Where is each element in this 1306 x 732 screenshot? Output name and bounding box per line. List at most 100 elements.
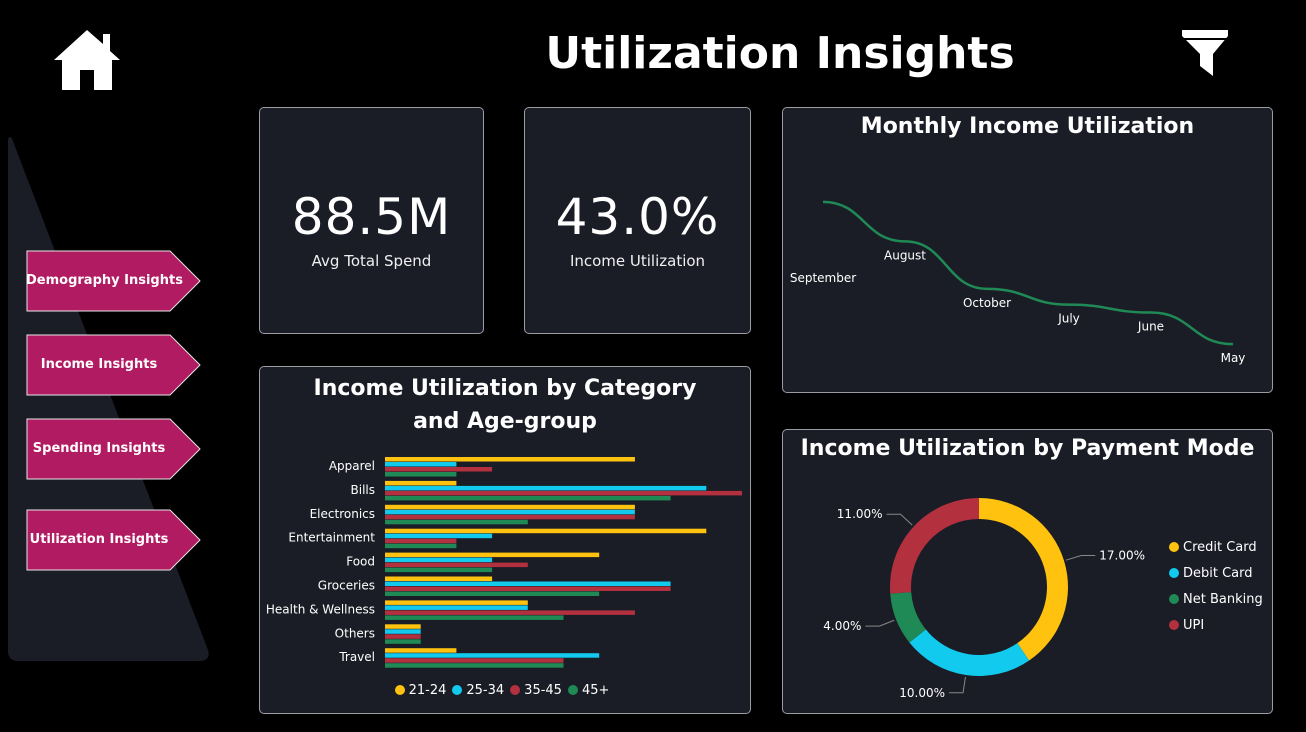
nav-label: Demography Insights [26,273,183,288]
legend-label: 25-34 [466,683,505,698]
bar-legend: 21-24 25-34 35-45 45+ [260,683,750,698]
nav-spending-insights[interactable]: Spending Insights [26,418,202,480]
legend-dot [1169,620,1179,630]
home-icon [54,30,120,90]
legend-item: UPI [1169,618,1269,644]
sidebar-background [8,136,209,662]
nav-arrow-shape [26,334,201,396]
filter-button[interactable] [1180,28,1230,78]
legend-item: 35-45 [510,683,562,698]
kpi-label: Avg Total Spend [311,252,432,270]
nav-demography-insights[interactable]: Demography Insights [26,250,202,312]
legend-label: 35-45 [524,683,562,698]
nav-income-insights[interactable]: Income Insights [26,334,202,396]
bar [385,528,707,534]
legend-item: 45+ [567,683,610,698]
bar [385,634,421,639]
bar [385,586,671,591]
monthly-income-utilization-panel: Monthly Income Utilization September Augu… [782,107,1273,393]
bar [385,538,457,544]
bar [385,653,600,658]
home-button[interactable] [52,28,122,92]
bar [385,615,564,620]
nav-arrow-shape [26,509,201,571]
bar [385,552,600,558]
bar [385,639,421,644]
bar [385,576,493,581]
category-label: Entertainment [288,531,375,545]
data-label: 11.00% [837,507,883,521]
bar [385,557,493,563]
bar [385,519,528,525]
legend-dot [510,685,521,695]
bar [385,485,707,491]
legend-dot [394,685,405,695]
bar [385,600,528,605]
bar [385,467,493,472]
legend-dot [1169,542,1179,552]
category-label: Health & Wellness [266,602,375,616]
donut-slice [909,629,1030,676]
filter-icon [1182,30,1228,76]
category-label: Electronics [310,507,375,521]
legend-item: 25-34 [452,683,504,698]
bar [385,495,671,501]
nav-label: Income Insights [40,357,158,372]
legend-label: 45+ [581,683,610,698]
bar [385,610,635,615]
bar [385,533,493,539]
bar [385,624,421,629]
bar [385,591,600,596]
bar [385,581,671,586]
donut-legend: Credit Card Debit Card Net Banking UPI [1169,540,1269,644]
category-label: Travel [338,650,375,664]
bar [385,543,457,549]
nav-label: Utilization Insights [29,532,169,547]
bar [385,567,493,573]
bar [385,490,742,496]
data-label: 4.00% [823,619,861,633]
chart-title: Income Utilization by Payment Mode [800,436,1255,461]
kpi-value: 43.0% [555,188,720,246]
bar [385,457,635,462]
nav-label: Spending Insights [32,441,166,456]
legend-dot [567,685,578,695]
point-label: June [1137,320,1164,334]
leader-line [1065,554,1096,561]
kpi-value: 88.5M [291,188,452,246]
point-label: August [884,248,926,262]
point-label: May [1221,351,1246,365]
nav-utilization-insights[interactable]: Utilization Insights [26,509,202,571]
bar [385,663,564,668]
bar [385,562,528,568]
line-chart: September August October July June May [790,200,1246,365]
bar [385,472,457,477]
point-label: October [963,296,1011,310]
nav-arrow-shape [26,418,201,480]
bar [385,658,564,663]
bar [385,629,421,634]
legend-item: Credit Card [1169,540,1269,566]
line-series [822,200,1234,346]
legend-dot [1169,594,1179,604]
leader-line [865,619,895,627]
legend-label: 21-24 [408,683,447,698]
legend-label: Net Banking [1183,592,1263,607]
bar [385,605,528,610]
category-age-bar-panel: Income Utilization by Category and Age-g… [259,366,751,714]
point-label: July [1057,312,1080,326]
legend-item: 21-24 [394,683,447,698]
bar [385,509,635,515]
donut-slice [890,592,926,643]
payment-mode-panel: Income Utilization by Payment Mode 17.00… [782,429,1273,714]
donut-slice [890,498,979,594]
kpi-card-income-utilization: 43.0% Income Utilization [524,107,751,334]
leader-line [886,513,913,526]
bar [385,504,635,510]
bar [385,514,635,520]
legend-item: Net Banking [1169,592,1269,618]
page-title: Utilization Insights [545,28,1015,79]
legend-label: Credit Card [1183,540,1257,555]
bar [385,648,457,653]
leader-line [949,676,966,694]
